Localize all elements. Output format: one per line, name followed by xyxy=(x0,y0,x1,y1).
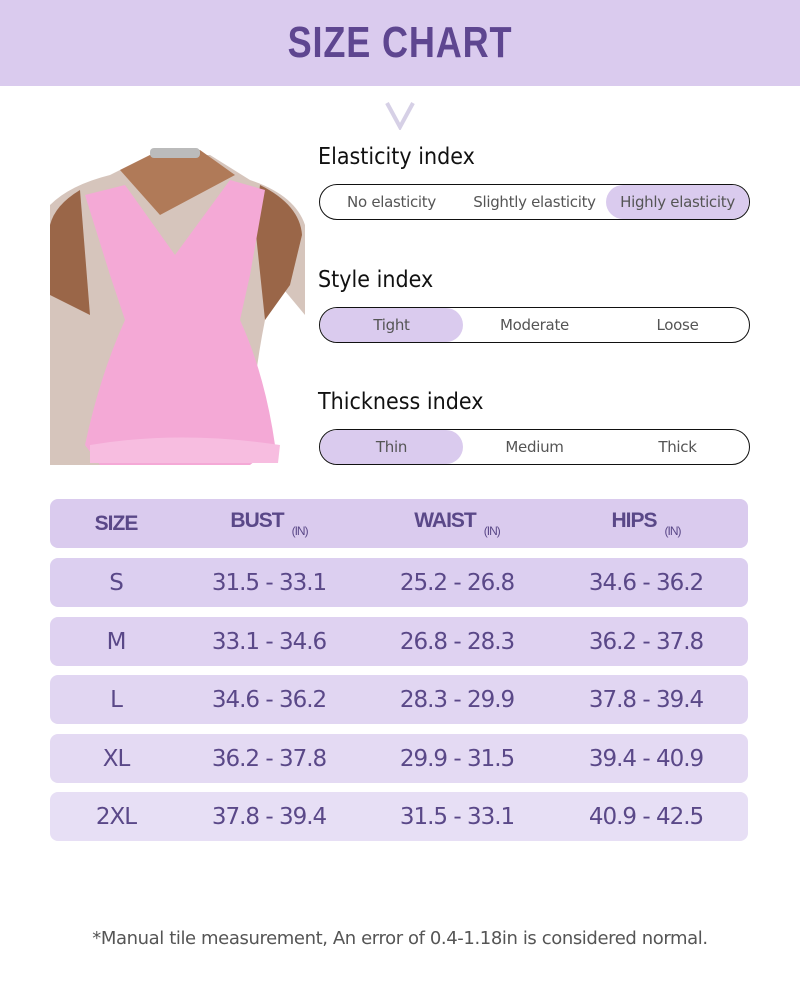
table-cell: 37.8 - 39.4 xyxy=(588,686,704,713)
table-cell: M xyxy=(106,628,127,655)
thickness-option-thick: Thick xyxy=(658,438,697,456)
table-cell: 2XL xyxy=(95,803,137,830)
table-cell: 36.2 - 37.8 xyxy=(588,628,704,655)
table-cell: 29.9 - 31.5 xyxy=(399,745,515,772)
table-cell: 28.3 - 29.9 xyxy=(399,686,515,713)
table-cell: 34.6 - 36.2 xyxy=(211,686,327,713)
table-row: XL 36.2 - 37.8 29.9 - 31.5 39.4 - 40.9 xyxy=(50,734,748,783)
chevron-down-icon xyxy=(385,102,415,130)
thickness-scale: Thin Medium Thick xyxy=(319,429,750,465)
table-cell: 36.2 - 37.8 xyxy=(211,745,327,772)
style-scale: Tight Moderate Loose xyxy=(319,307,750,343)
table-cell: 39.4 - 40.9 xyxy=(588,745,704,772)
table-cell: 37.8 - 39.4 xyxy=(211,803,327,830)
elasticity-option-none: No elasticity xyxy=(347,193,436,211)
table-cell: L xyxy=(110,686,123,713)
product-photo xyxy=(50,148,305,465)
page-title: SIZE CHART xyxy=(287,18,513,67)
table-cell: 40.9 - 42.5 xyxy=(588,803,704,830)
thickness-option-medium: Medium xyxy=(505,438,564,456)
measurement-note: *Manual tile measurement, An error of 0.… xyxy=(92,928,708,949)
elasticity-label: Elasticity index xyxy=(318,144,475,170)
elasticity-option-slight: Slightly elasticity xyxy=(473,193,596,211)
table-cell: 33.1 - 34.6 xyxy=(211,628,327,655)
table-cell: 25.2 - 26.8 xyxy=(399,569,515,596)
table-row: L 34.6 - 36.2 28.3 - 29.9 37.8 - 39.4 xyxy=(50,675,748,724)
thickness-label: Thickness index xyxy=(318,389,484,415)
table-row: M 33.1 - 34.6 26.8 - 28.3 36.2 - 37.8 xyxy=(50,617,748,666)
table-row: 2XL 37.8 - 39.4 31.5 - 33.1 40.9 - 42.5 xyxy=(50,792,748,841)
thickness-option-thin: Thin xyxy=(320,430,463,464)
table-cell: S xyxy=(109,569,124,596)
style-label: Style index xyxy=(318,267,434,293)
table-row: S 31.5 - 33.1 25.2 - 26.8 34.6 - 36.2 xyxy=(50,558,748,607)
table-cell: 31.5 - 33.1 xyxy=(211,569,327,596)
table-cell: 31.5 - 33.1 xyxy=(399,803,515,830)
style-option-tight: Tight xyxy=(320,308,463,342)
table-cell: 34.6 - 36.2 xyxy=(588,569,704,596)
table-header: SIZE BUST (IN) WAIST (IN) HIPS (IN) xyxy=(50,499,748,548)
header-hips: HIPS (IN) xyxy=(611,509,681,538)
table-cell: XL xyxy=(102,745,131,772)
elasticity-scale: No elasticity Slightly elasticity Highly… xyxy=(319,184,750,220)
style-option-loose: Loose xyxy=(656,316,699,334)
header-waist: WAIST (IN) xyxy=(414,509,501,538)
title-banner: SIZE CHART xyxy=(0,0,800,86)
style-option-moderate: Moderate xyxy=(500,316,569,334)
elasticity-option-high: Highly elasticity xyxy=(606,185,749,219)
header-size: SIZE xyxy=(94,511,139,535)
table-cell: 26.8 - 28.3 xyxy=(399,628,515,655)
header-bust: BUST (IN) xyxy=(230,509,308,538)
